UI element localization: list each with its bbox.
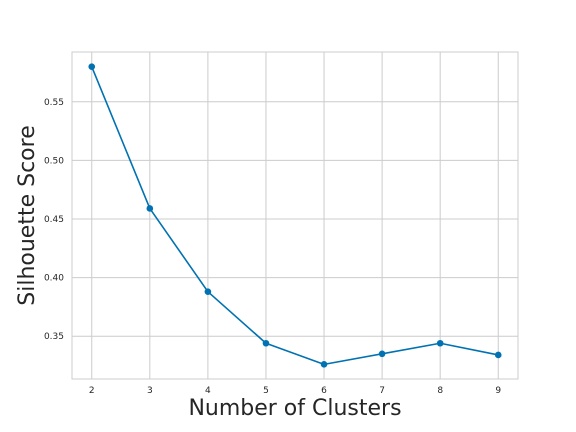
x-tick-label: 6 [321,386,327,396]
series-line [90,65,500,366]
x-tick-label: 5 [263,386,269,396]
data-point [320,361,328,368]
data-point [262,339,270,347]
y-axis-title: Silhouette Score [15,125,40,305]
x-tick-label: 2 [89,386,95,396]
x-gridlines [91,52,499,379]
data-point [146,205,154,212]
data-point [436,339,444,347]
y-gridlines [72,101,518,337]
x-tick-label: 4 [205,386,211,396]
series-layer [88,63,502,368]
y-tick-label: 0.40 [44,274,64,284]
y-tick-labels: 0.35 0.40 0.45 0.50 0.55 [44,98,64,342]
x-tick-label: 7 [379,386,385,396]
y-tick-label: 0.45 [44,215,64,225]
y-tick-label: 0.55 [44,98,64,108]
x-tick-label: 9 [495,386,501,396]
plot-area-frame [71,51,519,380]
y-tick-label: 0.50 [44,156,64,166]
x-axis-title: Number of Clusters [188,396,401,421]
data-point [494,351,502,359]
x-tick-label: 8 [437,386,443,396]
data-point [88,63,96,70]
y-tick-label: 0.35 [44,332,64,342]
x-tick-label: 3 [147,386,153,396]
x-tick-labels: 2 3 4 5 6 7 8 9 [89,386,502,396]
data-point [378,350,386,358]
data-point [204,288,212,295]
